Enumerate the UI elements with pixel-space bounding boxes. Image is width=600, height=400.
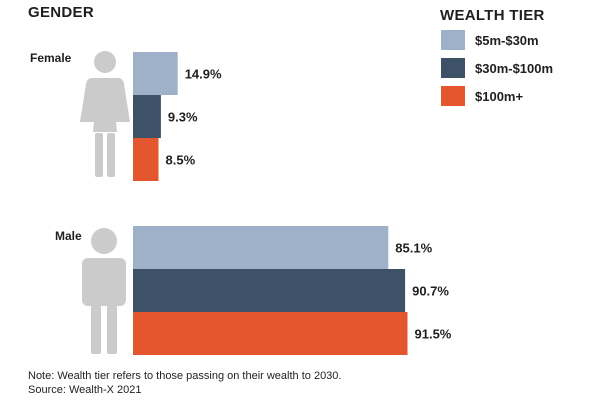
data-label-female-100m-plus: 8.5%	[166, 153, 196, 168]
legend-swatch-30m-100m	[441, 58, 465, 78]
legend-label-100m-plus: $100m+	[475, 89, 523, 104]
data-label-male-30m-100m: 90.7%	[412, 284, 449, 299]
bar-male-30m-100m	[133, 269, 406, 312]
data-label-male-5m-30m: 85.1%	[395, 241, 432, 256]
data-label-female-5m-30m: 14.9%	[185, 67, 222, 82]
legend-label-5m-30m: $5m-$30m	[475, 33, 539, 48]
legend-title: WEALTH TIER	[440, 7, 545, 24]
bar-female-5m-30m	[133, 52, 178, 95]
male-figure-icon	[82, 228, 126, 354]
data-label-female-30m-100m: 9.3%	[168, 110, 198, 125]
category-label-male: Male	[55, 229, 82, 243]
bar-female-30m-100m	[133, 95, 161, 138]
legend-swatch-5m-30m	[441, 30, 465, 50]
bar-male-5m-30m	[133, 226, 389, 269]
footnote: Note: Wealth tier refers to those passin…	[28, 370, 341, 382]
bar-group: 14.9% 9.3% 8.5% 85.1% 90.7% 91.5%	[133, 52, 452, 355]
chart-title: GENDER	[28, 4, 94, 21]
female-figure-icon	[80, 51, 130, 177]
category-label-female: Female	[30, 51, 72, 65]
bar-male-100m-plus	[133, 312, 408, 355]
legend-swatch-100m-plus	[441, 86, 465, 106]
data-label-male-100m-plus: 91.5%	[415, 327, 452, 342]
legend-label-30m-100m: $30m-$100m	[475, 61, 553, 76]
source-note: Source: Wealth-X 2021	[28, 384, 142, 396]
bar-female-100m-plus	[133, 138, 159, 181]
legend: WEALTH TIER $5m-$30m $30m-$100m $100m+	[440, 7, 553, 106]
